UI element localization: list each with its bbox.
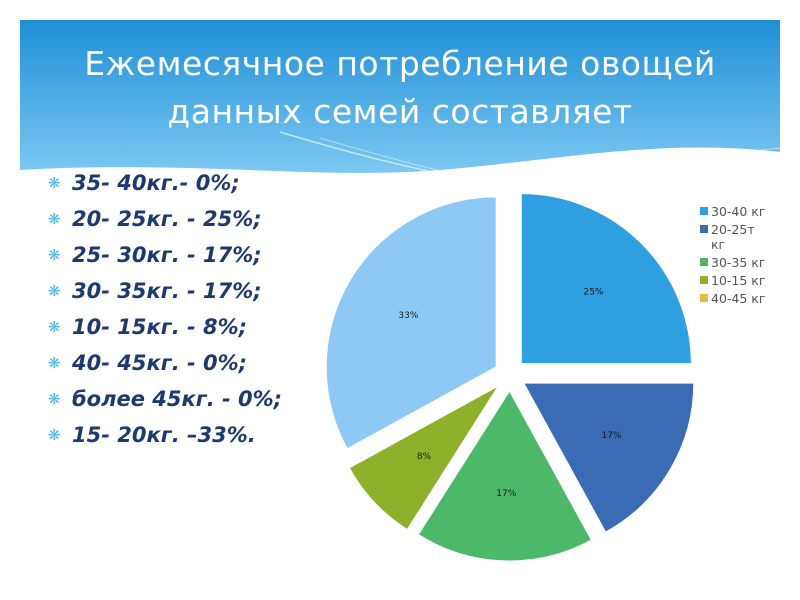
- bullet-item: ❋ 35- 40кг.- 0%;: [48, 168, 348, 199]
- bullet-item: ❋ 10- 15кг. - 8%;: [48, 312, 348, 343]
- header-wave-line: [279, 131, 780, 195]
- bullet-text: 35- 40кг.- 0%;: [72, 171, 240, 195]
- legend-entry: 10-15 кг: [700, 273, 770, 288]
- pie-slice-label: 33%: [398, 311, 418, 321]
- bullet-glyph-icon: ❋: [48, 282, 61, 300]
- legend-label: 40-45 кг: [711, 291, 766, 306]
- bullet-glyph-icon: ❋: [48, 246, 61, 264]
- pie-slice: [348, 385, 499, 531]
- header-banner: [20, 20, 780, 220]
- legend-label: 30-35 кг: [711, 255, 766, 270]
- pie-slice-label: 17%: [496, 489, 516, 499]
- legend-swatch: [700, 258, 708, 266]
- bullet-item: ❋ 40- 45кг. - 0%;: [48, 348, 348, 379]
- legend-label: 20-25т кг: [711, 222, 755, 252]
- slide-title: Ежемесячное потребление овощей данных се…: [30, 40, 770, 136]
- bullet-glyph-icon: ❋: [48, 426, 61, 444]
- pie-slice-label: 17%: [602, 431, 622, 441]
- bullet-item: ❋ более 45кг. - 0%;: [48, 384, 348, 415]
- slide-title-line1: Ежемесячное потребление овощей: [84, 44, 716, 83]
- legend-label: 30-40 кг: [711, 204, 766, 219]
- header-wave-shape: [20, 20, 780, 173]
- bullet-text: 10- 15кг. - 8%;: [72, 315, 248, 339]
- bullet-glyph-icon: ❋: [48, 210, 61, 228]
- chart-legend: 30-40 кг 20-25т кг 30-35 кг 10-15 кг 40-45 к…: [700, 204, 770, 309]
- pie-chart: 25% 17% 17% 8% 33%: [325, 193, 695, 562]
- legend-swatch: [700, 207, 708, 215]
- bullet-item: ❋ 30- 35кг. - 17%;: [48, 276, 348, 307]
- legend-label: 10-15 кг: [711, 273, 766, 288]
- slide-title-line2: данных семей составляет: [167, 92, 633, 131]
- bullet-text: 20- 25кг. - 25%;: [72, 207, 262, 231]
- pie-slice-label: 25%: [583, 288, 603, 298]
- legend-swatch: [700, 294, 708, 302]
- pie-slice: [520, 193, 692, 365]
- bullet-text: 40- 45кг. - 0%;: [72, 351, 248, 375]
- legend-entry: 40-45 кг: [700, 291, 770, 306]
- pie-slice: [522, 382, 695, 533]
- legend-swatch: [700, 276, 708, 284]
- bullet-text: 30- 35кг. - 17%;: [72, 279, 262, 303]
- bullet-text: 15- 20кг. –33%.: [72, 423, 256, 447]
- header-wave-line: [319, 137, 780, 204]
- pie-slice: [417, 390, 593, 562]
- legend-entry: 20-25т кг: [700, 222, 770, 252]
- legend-entry: 30-40 кг: [700, 204, 770, 219]
- bullet-text: 25- 30кг. - 17%;: [72, 243, 262, 267]
- bullet-item: ❋ 20- 25кг. - 25%;: [48, 204, 348, 235]
- bullet-item: ❋ 25- 30кг. - 17%;: [48, 240, 348, 271]
- bullet-glyph-icon: ❋: [48, 390, 61, 408]
- bullet-item: ❋ 15- 20кг. –33%.: [48, 420, 348, 451]
- bullet-glyph-icon: ❋: [48, 354, 61, 372]
- legend-entry: 30-35 кг: [700, 255, 770, 270]
- bullet-glyph-icon: ❋: [48, 174, 61, 192]
- bullet-list: ❋ 35- 40кг.- 0%; ❋ 20- 25кг. - 25%; ❋ 25- 3…: [48, 168, 348, 456]
- legend-swatch: [700, 225, 708, 233]
- bullet-glyph-icon: ❋: [48, 318, 61, 336]
- bullet-text: более 45кг. - 0%;: [72, 387, 283, 411]
- pie-slice: [325, 196, 497, 450]
- pie-slice-label: 8%: [417, 452, 432, 462]
